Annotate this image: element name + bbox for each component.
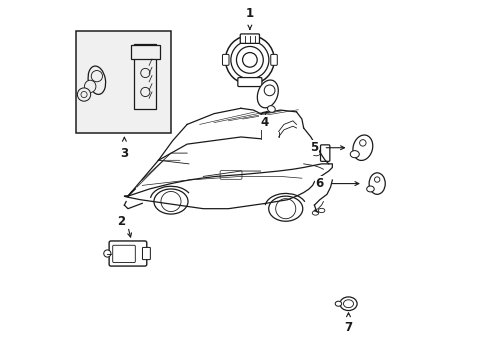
Ellipse shape [88,66,105,94]
Ellipse shape [257,80,278,108]
FancyBboxPatch shape [131,45,159,59]
Ellipse shape [349,150,359,158]
FancyBboxPatch shape [109,241,146,266]
Text: 7: 7 [344,320,352,333]
Text: 4: 4 [260,116,268,129]
FancyBboxPatch shape [76,31,171,134]
Circle shape [103,250,111,257]
Ellipse shape [84,80,96,93]
Ellipse shape [335,301,341,306]
Text: 1: 1 [245,7,253,20]
FancyBboxPatch shape [134,44,156,109]
Ellipse shape [352,135,372,161]
FancyBboxPatch shape [240,34,259,44]
FancyBboxPatch shape [222,54,228,65]
Text: 2: 2 [117,215,124,228]
Text: 6: 6 [315,177,323,190]
FancyBboxPatch shape [270,54,277,65]
Text: 5: 5 [310,141,318,154]
Ellipse shape [366,186,373,192]
Ellipse shape [267,106,275,112]
Ellipse shape [368,173,385,194]
FancyBboxPatch shape [142,247,150,260]
Circle shape [77,88,90,101]
FancyBboxPatch shape [237,77,262,86]
Circle shape [242,53,257,67]
Ellipse shape [339,297,356,311]
Text: 3: 3 [120,147,128,159]
